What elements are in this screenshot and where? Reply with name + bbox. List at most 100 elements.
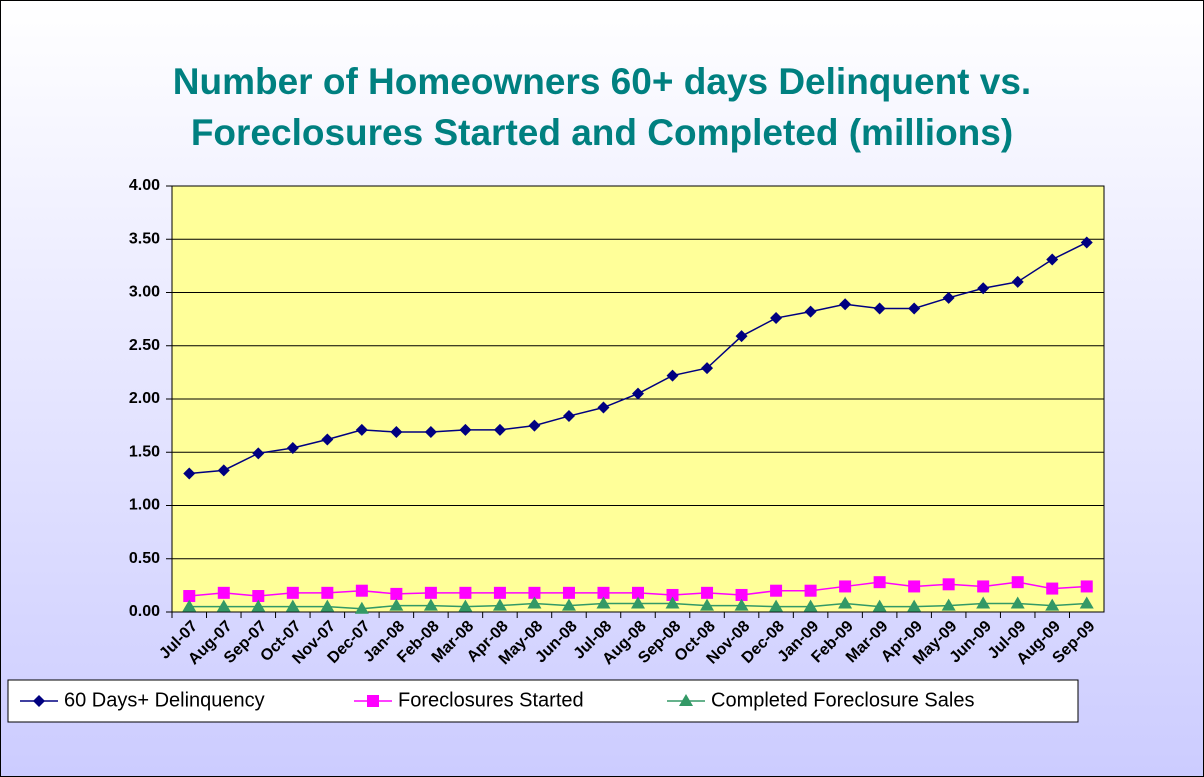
chart-title: Number of Homeowners 60+ days Delinquent… [173,61,1031,102]
data-point [872,599,887,612]
data-point [977,580,990,593]
data-point [665,596,680,609]
data-point [1010,596,1025,609]
legend-marker [679,694,693,706]
data-point [1080,580,1093,593]
data-point [700,598,715,611]
chart-title: Foreclosures Started and Completed (mill… [191,112,1013,153]
data-point [321,586,334,599]
y-tick-label: 0.00 [129,603,160,620]
data-point [321,433,334,446]
y-tick-label: 0.50 [129,550,160,567]
data-point [493,586,506,599]
legend-box [7,679,1079,723]
data-point [286,441,299,454]
data-point [803,599,818,612]
data-point [1045,598,1060,611]
data-point [666,588,679,601]
data-point [908,302,921,315]
data-point [252,590,265,603]
data-point [597,401,610,414]
data-point [596,596,611,609]
data-point [804,305,817,318]
data-point [217,464,230,477]
data-point [632,387,644,400]
y-tick-label: 3.00 [129,284,160,301]
data-point [252,447,265,460]
data-point [562,586,575,599]
data-point [734,598,749,611]
data-point [424,426,437,439]
data-point [286,586,299,599]
y-tick-label: 2.50 [129,337,160,354]
legend-label: Foreclosures Started [398,689,584,711]
data-point [839,298,852,311]
data-point [1080,236,1093,249]
data-point [631,596,645,609]
data-point [492,598,507,611]
legend-label: 60 Days+ Delinquency [64,689,265,711]
plot-border [171,185,1105,613]
data-point [320,599,335,612]
data-point [389,598,404,611]
data-point [907,599,922,612]
data-point [528,586,541,599]
data-point [390,426,403,439]
data-point [908,580,921,593]
data-point [390,587,403,600]
data-point [1011,576,1024,589]
data-point [458,599,473,612]
data-point [1079,596,1094,609]
data-point [493,423,506,436]
data-point [183,467,196,480]
data-point [1011,275,1024,288]
data-point [977,282,990,295]
data-point [182,599,197,612]
data-point [527,596,542,609]
legend-marker [33,695,45,707]
data-point [597,586,610,599]
data-point [183,590,196,603]
data-point [459,423,472,436]
data-point [561,598,576,611]
data-point [459,586,472,599]
data-point [941,598,956,611]
y-tick-label: 1.50 [129,443,160,460]
y-tick-label: 3.50 [129,230,160,247]
y-tick-label: 2.00 [129,390,160,407]
legend-label: Completed Foreclosure Sales [711,689,974,711]
data-point [701,586,714,599]
data-point [423,598,438,611]
data-point [355,584,368,597]
data-point [424,586,437,599]
data-point [838,596,853,609]
data-point [873,302,886,315]
data-point [770,312,783,325]
data-point [1046,582,1059,595]
data-point [354,601,369,614]
data-point [666,369,679,382]
y-tick-label: 1.00 [129,497,160,514]
data-point [701,362,714,375]
data-point [632,586,644,599]
data-point [251,599,266,612]
data-point [942,291,955,304]
data-point [735,588,748,601]
data-point [528,419,541,432]
data-point [839,580,852,593]
data-point [942,578,955,591]
data-point [562,410,575,423]
data-point [976,596,991,609]
data-point [769,599,784,612]
data-point [735,330,748,343]
data-point [1046,253,1059,266]
data-point [216,599,231,612]
data-point [217,586,230,599]
legend-marker [367,695,379,707]
data-point [355,423,368,436]
data-point [873,576,886,589]
data-point [804,584,817,597]
y-tick-label: 4.00 [129,177,160,194]
data-point [770,584,783,597]
